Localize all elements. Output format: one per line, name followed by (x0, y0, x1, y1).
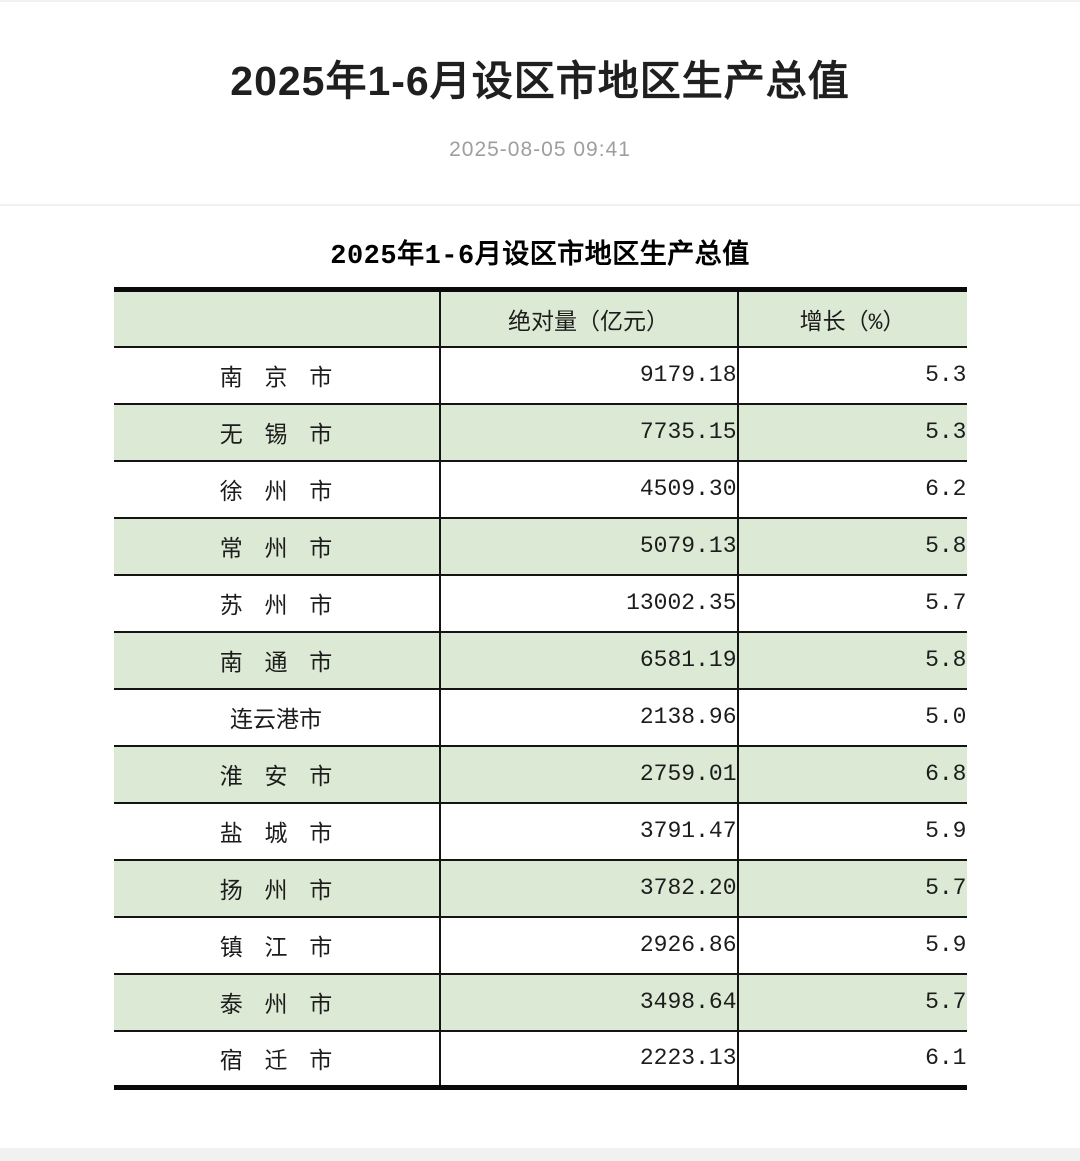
cell-city: 扬 州 市 (113, 859, 440, 918)
cell-value: 3791.47 (438, 802, 738, 861)
table-row: 泰 州 市 3498.64 5.7 (113, 973, 967, 1032)
cell-growth: 6.8 (736, 745, 967, 804)
table-row: 镇 江 市 2926.86 5.9 (113, 916, 967, 975)
cell-growth: 5.7 (736, 574, 967, 633)
article-header: 2025年1-6月设区市地区生产总值 2025-08-05 09:41 (0, 2, 1080, 207)
cell-city: 南 通 市 (113, 631, 440, 690)
cell-city: 盐 城 市 (113, 802, 440, 861)
publish-date: 2025-08-05 09:41 (449, 138, 631, 162)
table-row: 南 京 市 9179.18 5.3 (113, 346, 967, 405)
cell-growth: 5.9 (736, 916, 967, 975)
cell-value: 9179.18 (438, 346, 738, 405)
cell-growth: 5.3 (736, 403, 967, 462)
cell-growth: 5.0 (736, 688, 967, 747)
cell-value: 2223.13 (438, 1030, 738, 1088)
table-row: 淮 安 市 2759.01 6.8 (113, 745, 967, 804)
column-header-city (113, 289, 440, 348)
cell-growth: 5.8 (736, 517, 967, 576)
table-row: 苏 州 市 13002.35 5.7 (113, 574, 967, 633)
cell-value: 2138.96 (438, 688, 738, 747)
cell-growth: 5.7 (736, 973, 967, 1032)
cell-value: 3498.64 (438, 973, 738, 1032)
column-header-growth: 增长（%） (736, 289, 967, 348)
table-row: 常 州 市 5079.13 5.8 (113, 517, 967, 576)
cell-value: 2926.86 (438, 916, 738, 975)
table-body: 南 京 市 9179.18 5.3 无 锡 市 7735.15 5.3 徐 州 市 4509.… (113, 346, 967, 1088)
cell-city: 宿 迁 市 (219, 1049, 333, 1076)
table-caption: 2025年1-6月设区市地区生产总值 (330, 242, 750, 273)
cell-growth: 5.7 (736, 859, 967, 918)
cell-value: 7735.15 (438, 403, 738, 462)
table-row: 徐 州 市 4509.30 6.2 (113, 460, 967, 519)
cell-growth: 6.1 (736, 1030, 967, 1088)
cell-city: 淮 安 市 (113, 745, 440, 804)
cell-city: 苏 州 市 (113, 574, 440, 633)
cell-value: 4509.30 (438, 460, 738, 519)
cell-city: 南 京 市 (113, 346, 440, 405)
cell-growth: 6.2 (736, 460, 967, 519)
header-row: 绝对量（亿元） 增长（%） (113, 289, 967, 348)
table-row: 宿 迁 市 2223.13 6.1 (114, 1030, 967, 1088)
table-row: 南 通 市 6581.19 5.8 (113, 631, 967, 690)
cell-city: 连云港市 (113, 688, 440, 747)
cell-growth: 5.3 (736, 346, 967, 405)
cell-value: 6581.19 (438, 631, 738, 690)
cell-value: 2759.01 (438, 745, 738, 804)
table-row: 盐 城 市 3791.47 5.9 (113, 802, 967, 861)
table-row: 无 锡 市 7735.15 5.3 (113, 403, 967, 462)
table-section: 2025年1-6月设区市地区生产总值 绝对量（亿元） 增长（%） 南 京 市 91… (0, 206, 1080, 1091)
cell-city: 镇 江 市 (113, 916, 440, 975)
table-row: 连云港市 2138.96 5.0 (113, 688, 967, 747)
gdp-table: 绝对量（亿元） 增长（%） 南 京 市 9179.18 5.3 无 锡 市 7735.1… (113, 287, 967, 1091)
cell-city: 徐 州 市 (113, 460, 440, 519)
cell-growth: 5.8 (736, 631, 967, 690)
cell-city: 泰 州 市 (113, 973, 440, 1032)
table-head: 绝对量（亿元） 增长（%） (113, 289, 967, 348)
cell-value: 5079.13 (438, 517, 738, 576)
cell-value: 3782.20 (438, 859, 738, 918)
page-title: 2025年1-6月设区市地区生产总值 (230, 58, 850, 104)
cell-growth: 5.9 (736, 802, 967, 861)
column-header-absolute: 绝对量（亿元） (438, 289, 738, 348)
cell-city: 无 锡 市 (113, 403, 440, 462)
table-row: 扬 州 市 3782.20 5.7 (113, 859, 967, 918)
cell-value: 13002.35 (438, 574, 738, 633)
cell-city: 常 州 市 (113, 517, 440, 576)
